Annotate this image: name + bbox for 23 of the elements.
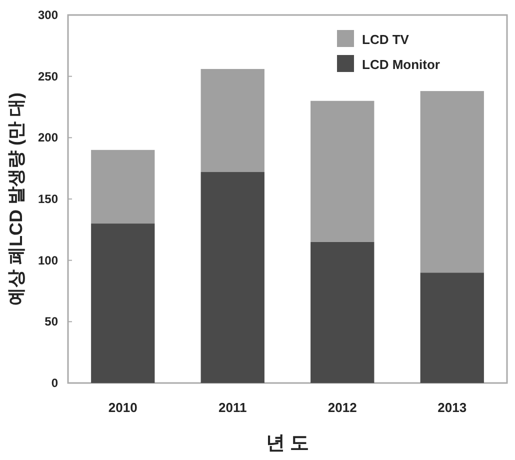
y-tick-label: 0 [51,376,58,390]
bar [91,224,155,383]
y-tick-label: 50 [44,314,58,329]
y-tick-label: 150 [38,192,58,206]
bar [91,150,155,224]
x-tick-label: 2010 [108,400,138,415]
y-axis-title: 예상 폐LCD 발생량 (만 대) [6,92,26,306]
bar [420,91,484,273]
x-tick-label: 2013 [438,400,467,415]
bar [310,242,374,383]
legend-label: LCD TV [362,32,410,47]
bar [310,100,374,242]
x-axis-title: 년 도 [266,433,310,454]
y-tick-label: 250 [38,69,58,84]
bar [200,172,264,383]
bar [200,68,264,172]
legend-label: LCD Monitor [362,57,440,72]
bar [420,272,484,383]
y-tick-label: 300 [38,8,58,22]
y-tick-label: 100 [38,253,58,268]
x-tick-label: 2011 [218,400,247,415]
x-tick-label: 2012 [328,400,357,415]
y-tick-label: 200 [38,130,58,145]
